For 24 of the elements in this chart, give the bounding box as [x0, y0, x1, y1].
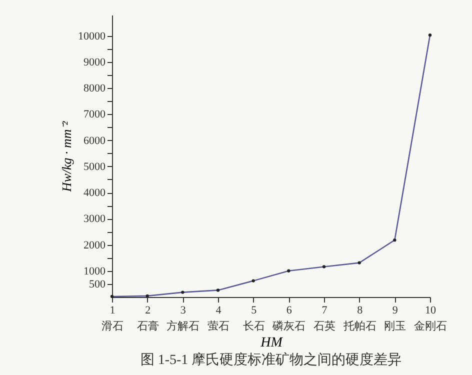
y-tick-label: 9000 [84, 56, 106, 68]
x-tick-label: 9 刚玉 [384, 304, 406, 332]
y-tick-label: 3000 [84, 213, 106, 226]
text: 图 1-5-1 摩氏硬度标准矿物之间的硬度差异 [140, 352, 402, 368]
y-tick-label: 1000 [84, 265, 106, 278]
x-tick-label: 6 磷灰石 [272, 304, 306, 332]
y-tick-label: 5000 [84, 160, 106, 173]
y-tick-label: 500 [89, 278, 106, 290]
x-tick-label: 1 滑石 [102, 304, 124, 332]
x-tick-label: 7 石英 [314, 304, 336, 332]
y-tick-label: 8000 [84, 82, 106, 95]
x-tick-label: 10 金刚石 [414, 304, 447, 332]
y-axis-title: Hw/kg · mm⁻² [59, 120, 74, 193]
x-tick-label: 5 长石 [242, 304, 265, 332]
y-tick-label: 7000 [84, 108, 106, 121]
y-tick-label: 4000 [84, 187, 106, 200]
x-tick-label: 4 萤石 [208, 304, 230, 332]
y-tick-label: 2000 [84, 239, 106, 252]
x-axis-title: HM [260, 336, 284, 350]
x-tick-label: 3 方解石 [166, 304, 200, 332]
x-tick-label: 8 托帕石 [342, 304, 376, 332]
x-tick-label: 2 石膏 [136, 304, 159, 332]
y-tick-label: 6000 [84, 134, 106, 147]
y-tick-label: 10000 [78, 30, 106, 42]
